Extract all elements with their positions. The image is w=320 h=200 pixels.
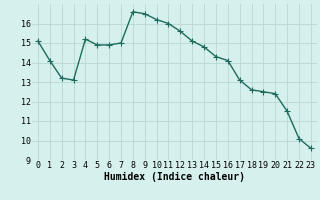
X-axis label: Humidex (Indice chaleur): Humidex (Indice chaleur) xyxy=(104,172,245,182)
